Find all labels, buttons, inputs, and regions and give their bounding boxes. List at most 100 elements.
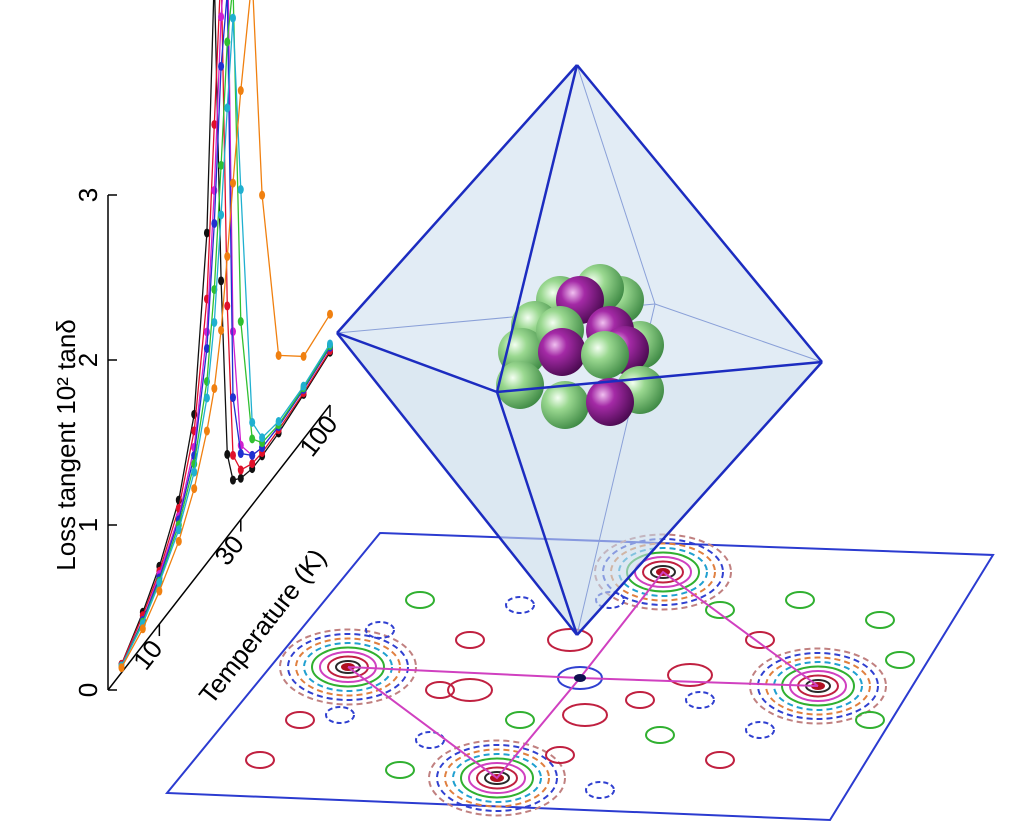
- data-point: [229, 393, 236, 403]
- contour-ring: [610, 542, 716, 602]
- contour-blob: [705, 601, 735, 619]
- contour-ring: [287, 633, 409, 701]
- data-point: [229, 450, 236, 460]
- contour-blob: [455, 631, 485, 649]
- octa-front-edges: [336, 64, 823, 636]
- y-axis-label: Loss tangent 10² tanδ: [51, 319, 81, 571]
- contour-ring: [618, 547, 708, 597]
- data-point: [203, 426, 210, 436]
- data-point: [224, 37, 231, 47]
- contour-ring: [484, 771, 510, 785]
- contour-ring: [319, 651, 377, 683]
- contour-blob: [505, 596, 535, 614]
- contour-ring: [460, 757, 534, 799]
- contour-ring: [436, 744, 558, 812]
- contour-ring: [452, 753, 542, 803]
- contour-blob: [745, 631, 775, 649]
- contour-ring: [749, 647, 887, 725]
- data-point: [118, 663, 125, 673]
- data-point: [224, 301, 231, 311]
- data-point: [229, 178, 236, 188]
- series-line: [120, 0, 331, 669]
- contour-blob: [585, 781, 615, 799]
- data-point: [139, 624, 146, 634]
- data-point: [237, 317, 244, 327]
- contour-ring: [547, 628, 593, 652]
- data-point: [218, 276, 225, 286]
- data-point: [229, 327, 236, 337]
- contour-blob: [745, 721, 775, 739]
- contour-blob: [625, 691, 655, 709]
- contour-blob: [885, 651, 915, 669]
- contour-blob: [685, 691, 715, 709]
- contour-plane: [164, 531, 995, 822]
- data-point: [211, 317, 218, 327]
- octa-face: [337, 65, 822, 392]
- series-line: [120, 18, 331, 667]
- data-point: [191, 484, 198, 494]
- y-tick-label: 0: [73, 683, 103, 697]
- contour-ring: [468, 762, 526, 794]
- data-point: [327, 339, 333, 349]
- data-point: [211, 383, 218, 393]
- data-point: [237, 86, 244, 96]
- contour-ring: [562, 703, 608, 727]
- contour-ring: [303, 642, 393, 692]
- contour-ring: [667, 663, 713, 687]
- data-point: [224, 103, 231, 113]
- contour-ring: [757, 652, 879, 720]
- data-point: [211, 119, 218, 129]
- data-point: [203, 228, 210, 238]
- data-point: [249, 417, 256, 427]
- contour-blob: [855, 711, 885, 729]
- contour-ring: [295, 637, 401, 697]
- atom: [586, 378, 634, 426]
- contour-ring: [311, 646, 385, 688]
- atom: [581, 331, 629, 379]
- contour-blob: [245, 751, 275, 769]
- y-tick-label: 2: [73, 353, 103, 367]
- data-point: [237, 465, 244, 475]
- contour-ring: [447, 678, 493, 702]
- contour-ring: [773, 661, 863, 711]
- contour-blob: [545, 746, 575, 764]
- data-point: [275, 416, 282, 426]
- contour-ring: [650, 565, 676, 579]
- series-line: [120, 0, 331, 667]
- contour-blob: [865, 611, 895, 629]
- contour-blob: [285, 711, 315, 729]
- data-point: [259, 190, 266, 200]
- x-tick-label: 30: [208, 530, 249, 571]
- data-point: [156, 586, 163, 596]
- data-point: [249, 459, 256, 469]
- contour-ring: [765, 656, 871, 716]
- contour-blob: [385, 761, 415, 779]
- contour-ring: [476, 766, 518, 790]
- data-point: [300, 351, 307, 361]
- atom: [538, 328, 586, 376]
- x-tick-label: 100: [293, 409, 343, 462]
- data-point: [224, 449, 231, 459]
- contour-ring: [781, 665, 855, 707]
- atom-cluster: [496, 264, 664, 429]
- data-point: [249, 434, 256, 444]
- data-point: [275, 350, 282, 360]
- data-point: [191, 467, 198, 477]
- data-point: [300, 381, 307, 391]
- y-tick-label: 3: [73, 188, 103, 202]
- contour-blob: [325, 706, 355, 724]
- data-point: [203, 343, 210, 353]
- atom: [496, 361, 544, 409]
- contour-blob: [705, 751, 735, 769]
- data-point: [175, 525, 182, 535]
- data-point: [218, 160, 225, 170]
- data-point: [211, 218, 218, 228]
- series-line: [120, 0, 331, 667]
- data-point: [237, 473, 244, 483]
- contour-blob: [425, 681, 455, 699]
- data-point: [249, 450, 256, 460]
- contour-blob: [415, 731, 445, 749]
- data-point: [327, 309, 333, 319]
- series-line: [120, 0, 331, 665]
